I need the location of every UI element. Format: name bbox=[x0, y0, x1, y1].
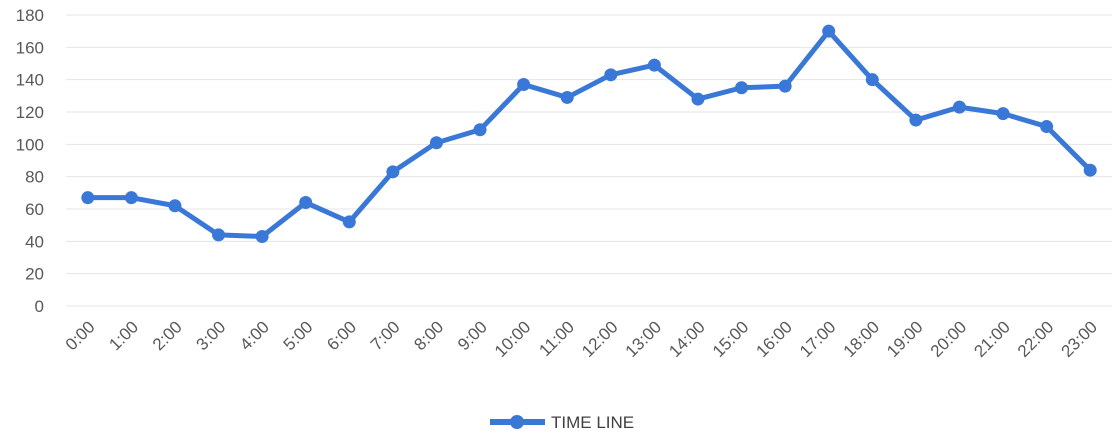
x-tick-label: 20:00 bbox=[927, 317, 971, 361]
legend: TIME LINE bbox=[490, 413, 634, 432]
y-axis-ticks: 0 20 40 60 80 100 120 140 160 180 bbox=[16, 6, 44, 316]
data-point bbox=[865, 73, 879, 87]
gridlines bbox=[66, 14, 1112, 307]
data-point bbox=[909, 113, 923, 127]
x-tick-label: 1:00 bbox=[105, 317, 142, 354]
data-point bbox=[691, 92, 705, 106]
x-tick-label: 5:00 bbox=[280, 317, 317, 354]
data-point bbox=[429, 136, 443, 150]
data-point bbox=[212, 228, 226, 242]
y-tick-label: 60 bbox=[25, 200, 44, 219]
data-point bbox=[778, 79, 792, 93]
x-tick-label: 10:00 bbox=[491, 317, 535, 361]
data-point bbox=[560, 90, 574, 104]
y-tick-label: 100 bbox=[16, 135, 44, 154]
data-point bbox=[386, 165, 400, 179]
legend-marker-swatch bbox=[510, 415, 524, 429]
data-point bbox=[1040, 120, 1054, 134]
x-tick-label: 2:00 bbox=[149, 317, 186, 354]
x-tick-label: 15:00 bbox=[709, 317, 753, 361]
y-tick-label: 180 bbox=[16, 6, 44, 25]
x-tick-label: 7:00 bbox=[367, 317, 404, 354]
y-tick-label: 80 bbox=[25, 168, 44, 187]
data-point bbox=[517, 78, 531, 92]
x-tick-label: 23:00 bbox=[1058, 317, 1102, 361]
y-tick-label: 0 bbox=[35, 297, 44, 316]
data-point bbox=[473, 123, 487, 137]
x-axis-ticks: 0:00 1:00 2:00 3:00 4:00 5:00 6:00 7:00 8:00 9:00… bbox=[62, 317, 1101, 361]
x-tick-label: 0:00 bbox=[62, 317, 99, 354]
data-point bbox=[124, 191, 138, 205]
data-point bbox=[952, 100, 966, 114]
data-point bbox=[168, 199, 182, 213]
x-tick-label: 14:00 bbox=[665, 317, 709, 361]
x-tick-label: 4:00 bbox=[236, 317, 273, 354]
data-point bbox=[822, 24, 836, 38]
x-tick-label: 19:00 bbox=[883, 317, 927, 361]
y-tick-label: 160 bbox=[16, 38, 44, 57]
x-tick-label: 17:00 bbox=[796, 317, 840, 361]
x-tick-label: 18:00 bbox=[840, 317, 884, 361]
data-point bbox=[342, 215, 356, 229]
x-tick-label: 11:00 bbox=[535, 317, 578, 360]
data-point bbox=[735, 81, 749, 95]
x-tick-label: 22:00 bbox=[1014, 317, 1058, 361]
x-tick-label: 3:00 bbox=[193, 317, 230, 354]
data-point bbox=[299, 196, 313, 210]
series-line bbox=[85, 28, 1093, 239]
x-tick-label: 21:00 bbox=[970, 317, 1014, 361]
y-tick-label: 40 bbox=[25, 232, 44, 251]
y-tick-label: 120 bbox=[16, 103, 44, 122]
data-point bbox=[996, 107, 1010, 121]
x-tick-label: 12:00 bbox=[578, 317, 622, 361]
data-point bbox=[604, 68, 618, 82]
x-tick-label: 16:00 bbox=[752, 317, 796, 361]
x-tick-label: 13:00 bbox=[622, 317, 666, 361]
x-tick-label: 9:00 bbox=[454, 317, 491, 354]
data-point bbox=[1083, 163, 1097, 177]
data-point bbox=[81, 191, 95, 205]
y-tick-label: 20 bbox=[25, 265, 44, 284]
x-tick-label: 8:00 bbox=[410, 317, 447, 354]
data-point bbox=[255, 229, 269, 243]
legend-label: TIME LINE bbox=[551, 413, 634, 432]
x-tick-label: 6:00 bbox=[323, 317, 360, 354]
data-point bbox=[647, 58, 661, 72]
y-tick-label: 140 bbox=[16, 71, 44, 90]
series-time-line bbox=[81, 24, 1097, 243]
